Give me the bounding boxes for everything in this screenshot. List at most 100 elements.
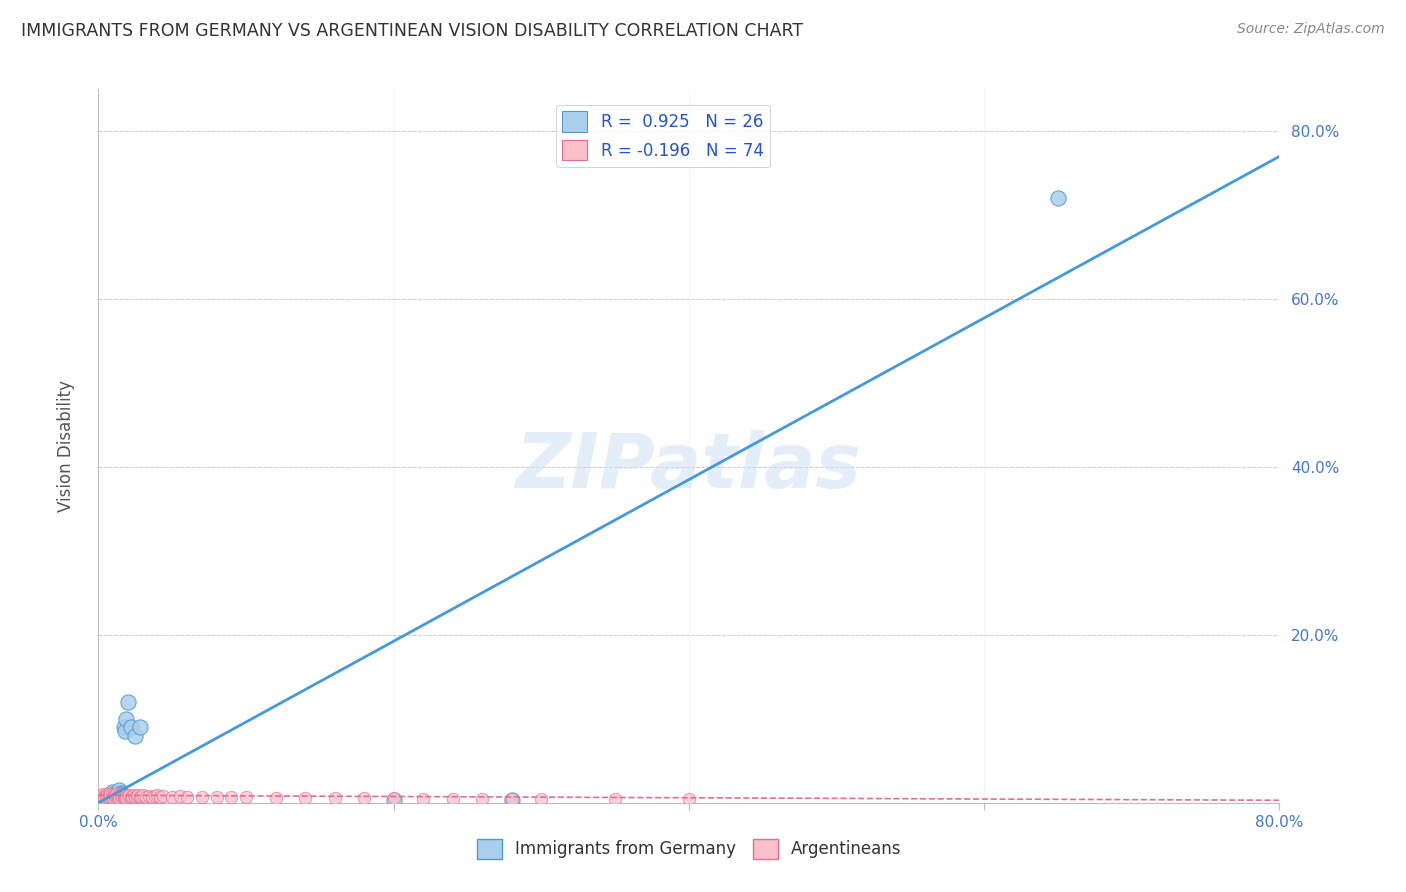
Point — [98, 789, 121, 803]
Point — [382, 790, 405, 805]
Point — [501, 791, 523, 805]
Point — [110, 786, 132, 800]
Point — [382, 793, 405, 807]
Point — [169, 789, 191, 803]
Point — [105, 788, 128, 802]
Point — [108, 790, 131, 805]
Point — [103, 791, 125, 805]
Point — [149, 789, 172, 804]
Point — [146, 789, 169, 803]
Point — [112, 720, 135, 734]
Point — [264, 790, 287, 805]
Point — [93, 790, 115, 805]
Point — [294, 790, 316, 805]
Point — [138, 789, 160, 803]
Point — [98, 788, 121, 802]
Point — [105, 788, 128, 802]
Point — [323, 790, 346, 805]
Point — [105, 789, 128, 803]
Point — [117, 695, 139, 709]
Point — [115, 789, 138, 804]
Point — [441, 791, 464, 805]
Point — [96, 788, 118, 802]
Point — [115, 789, 138, 803]
Point — [114, 790, 136, 805]
Point — [100, 785, 122, 799]
Point — [353, 790, 375, 805]
Point — [90, 789, 112, 803]
Point — [162, 789, 183, 804]
Point — [118, 789, 141, 803]
Point — [121, 789, 143, 803]
Point — [96, 789, 118, 803]
Point — [103, 790, 125, 805]
Point — [107, 789, 129, 804]
Point — [1046, 191, 1069, 205]
Legend: Immigrants from Germany, Argentineans: Immigrants from Germany, Argentineans — [470, 832, 908, 866]
Point — [97, 789, 120, 803]
Point — [124, 789, 146, 804]
Point — [143, 789, 166, 803]
Point — [128, 789, 150, 804]
Point — [107, 789, 129, 803]
Point — [124, 729, 146, 743]
Point — [97, 789, 120, 804]
Point — [108, 789, 131, 803]
Point — [104, 789, 127, 803]
Point — [107, 789, 129, 803]
Point — [132, 791, 155, 805]
Point — [205, 789, 228, 804]
Point — [94, 789, 117, 803]
Point — [152, 789, 174, 803]
Point — [91, 789, 114, 804]
Point — [501, 793, 523, 807]
Point — [125, 789, 148, 803]
Point — [678, 792, 700, 806]
Point — [94, 793, 117, 807]
Point — [139, 793, 162, 807]
Point — [100, 789, 122, 803]
Point — [110, 789, 132, 803]
Point — [90, 790, 112, 805]
Point — [112, 789, 135, 803]
Point — [122, 789, 145, 803]
Point — [219, 789, 242, 804]
Point — [91, 788, 114, 802]
Point — [96, 791, 118, 805]
Point — [129, 789, 152, 803]
Point — [127, 789, 149, 803]
Point — [530, 791, 553, 805]
Point — [100, 789, 122, 804]
Point — [117, 789, 139, 803]
Point — [115, 712, 138, 726]
Point — [471, 791, 494, 805]
Point — [98, 793, 121, 807]
Point — [605, 792, 627, 806]
Point — [91, 792, 114, 806]
Text: Source: ZipAtlas.com: Source: ZipAtlas.com — [1237, 22, 1385, 37]
Point — [128, 720, 150, 734]
Point — [176, 789, 198, 804]
Point — [132, 789, 155, 803]
Point — [93, 789, 115, 803]
Point — [120, 789, 142, 804]
Point — [111, 788, 134, 802]
Point — [114, 724, 136, 739]
Point — [103, 789, 125, 803]
Point — [104, 786, 127, 800]
Point — [111, 789, 134, 803]
Point — [111, 788, 134, 802]
Point — [114, 789, 136, 803]
Text: ZIPatlas: ZIPatlas — [516, 431, 862, 504]
Point — [135, 791, 157, 805]
Point — [112, 789, 135, 804]
Point — [412, 791, 434, 805]
Point — [235, 789, 257, 804]
Point — [89, 789, 111, 804]
Point — [120, 720, 142, 734]
Point — [135, 789, 157, 804]
Point — [94, 789, 117, 804]
Point — [110, 789, 132, 804]
Text: IMMIGRANTS FROM GERMANY VS ARGENTINEAN VISION DISABILITY CORRELATION CHART: IMMIGRANTS FROM GERMANY VS ARGENTINEAN V… — [21, 22, 803, 40]
Point — [108, 783, 131, 797]
